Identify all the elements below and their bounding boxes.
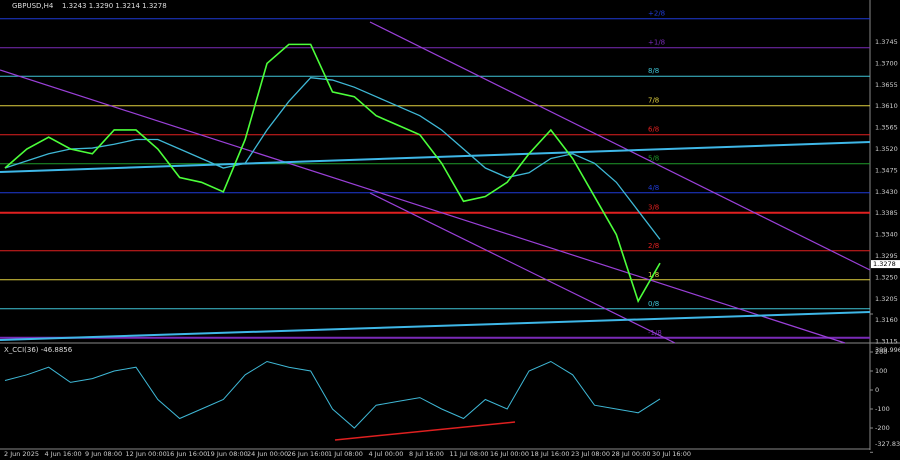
trend-line [0,141,871,173]
time-label: 28 Jul 00:00 [612,450,651,458]
price-label: 1.3295 [875,252,898,260]
symbol: GBPUSD,H4 [12,2,54,10]
time-label: 9 Jun 08:00 [85,450,122,458]
price-label: 1.3520 [875,145,898,153]
time-label: 26 Jun 16:00 [288,450,329,458]
channel-line [369,192,676,344]
time-label: 12 Jun 00:00 [126,450,167,458]
time-label: 4 Jul 00:00 [369,450,404,458]
level-label: 3/8 [648,204,659,212]
level-label: 6/8 [648,126,659,134]
current-price: 1.3278 [873,260,896,268]
cci-axis-label: 100 [875,367,887,375]
price-label: 1.3655 [875,81,898,89]
time-label: 24 Jun 00:00 [247,450,288,458]
current-price-box [871,260,900,269]
cci-axis-label: 0 [875,386,879,394]
cci-axis-label: 200 [875,348,887,356]
time-label: 18 Jul 16:00 [531,450,570,458]
time-label: 4 Jun 16:00 [45,450,82,458]
price-label: 1.3340 [875,231,898,239]
cci-axis-label: 399.9969 [875,346,900,354]
price-label: 1.3475 [875,166,898,174]
time-label: 23 Jul 08:00 [571,450,610,458]
level-label: 2/8 [648,242,659,250]
time-label: 16 Jul 00:00 [490,450,529,458]
cci-axis-label: -200 [875,424,890,432]
time-label: 19 Jun 08:00 [207,450,248,458]
moving-average [4,76,661,240]
time-label: 1 Jul 08:00 [328,450,363,458]
price-label: 1.3160 [875,316,898,324]
cci-line [4,360,661,429]
cci-axis-label: -100 [875,405,890,413]
price-label: 1.3385 [875,209,898,217]
level-label: 5/8 [648,155,659,163]
price-label: 1.3610 [875,102,898,110]
price-label: 1.3700 [875,59,898,67]
time-label: 2 Jun 2025 [4,450,39,458]
price-line [4,43,661,304]
time-label: 11 Jul 08:00 [450,450,489,458]
time-label: 8 Jul 16:00 [409,450,444,458]
price-label: 1.3250 [875,273,898,281]
level-label: +2/8 [648,10,665,18]
level-label: 4/8 [648,184,659,192]
level-label: 7/8 [648,97,659,105]
level-label: 8/8 [648,67,659,75]
channel-line [0,69,846,344]
price-label: 1.3205 [875,295,898,303]
price-label: 1.3565 [875,124,898,132]
indicator-title: X_CCI(36) -46.8856 [4,346,73,354]
price-label: 1.3745 [875,38,898,46]
price-label: 1.3430 [875,188,898,196]
ohlc: 1.3243 1.3290 1.3214 1.3278 [62,2,167,10]
time-label: 16 Jun 16:00 [166,450,207,458]
time-label: 30 Jul 16:00 [652,450,691,458]
trend-line [0,311,871,341]
cci-axis-label: -327.8320 [875,440,900,448]
level-label: 0/8 [648,300,659,308]
level-label: +1/8 [648,39,665,47]
channel-line [369,21,871,271]
price-label: 1.3115 [875,338,898,346]
divergence-line [334,421,516,441]
